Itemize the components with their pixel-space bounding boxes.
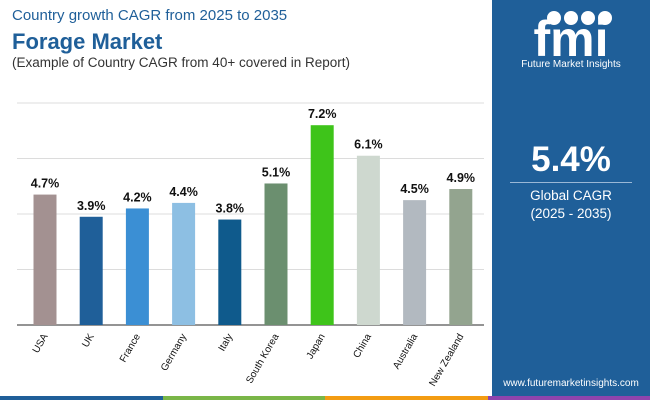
x-tick-label: New Zealand — [427, 332, 466, 389]
bar-value-label: 4.7% — [31, 177, 60, 191]
x-tick-label: UK — [80, 332, 97, 350]
x-tick-label: Australia — [391, 332, 420, 372]
chart-bars — [33, 125, 473, 325]
bar-value-label: 4.5% — [400, 182, 429, 196]
global-cagr-period: (2025 - 2035) — [530, 206, 612, 221]
bar-value-label: 4.2% — [123, 190, 152, 204]
header-note: (Example of Country CAGR from 40+ covere… — [12, 55, 351, 70]
x-tick-label: China — [351, 332, 374, 361]
bar-china — [356, 155, 380, 325]
bar-japan — [310, 125, 334, 325]
logo-dot-icon — [547, 11, 561, 25]
footer-strip-segment — [162, 396, 325, 400]
bar-new-zealand — [449, 189, 473, 325]
logo-dot-icon — [581, 11, 595, 25]
bar-chart: 4.7% 3.9% 4.2% 4.4% 3.8% 5.1% 7.2% 6.1% 4.5% 4.9%… — [17, 102, 484, 389]
global-cagr-label: Global CAGR — [530, 188, 612, 203]
x-tick-label: Japan — [305, 332, 328, 361]
bar-value-label: 4.9% — [447, 171, 476, 185]
chart-title: Forage Market — [12, 29, 163, 54]
chart-x-tick-labels: USA UK France Germany Italy South Korea Japan C… — [31, 332, 467, 389]
x-tick-label: South Korea — [244, 332, 282, 386]
bar-italy — [218, 219, 242, 325]
footer-strip-segment — [487, 396, 650, 400]
side-panel: fmi Future Market Insights 5.4% Global C… — [492, 0, 650, 400]
footer-color-strip — [0, 396, 650, 400]
logo-dot-icon — [564, 11, 578, 25]
bar-south-korea — [264, 183, 288, 325]
bar-value-label: 4.4% — [169, 185, 198, 199]
x-tick-label: USA — [31, 332, 51, 356]
x-tick-label: France — [118, 332, 143, 365]
x-tick-label: Italy — [217, 332, 236, 353]
bar-value-label: 3.8% — [216, 202, 245, 216]
bar-value-label: 3.9% — [77, 199, 106, 213]
bar-usa — [33, 194, 57, 325]
x-tick-label: Germany — [159, 332, 189, 373]
footer-strip-segment — [325, 396, 488, 400]
global-cagr-value: 5.4% — [531, 140, 611, 179]
footer-strip-segment — [0, 396, 163, 400]
bar-value-label: 5.1% — [262, 165, 291, 179]
fmi-logo: fmi — [534, 11, 612, 67]
website-link[interactable]: www.futuremarketinsights.com — [503, 378, 639, 389]
bar-france — [125, 208, 149, 325]
logo-dot-icon — [598, 11, 612, 25]
bar-australia — [403, 200, 427, 325]
header-subtitle: Country growth CAGR from 2025 to 2035 — [12, 7, 288, 24]
chart-value-labels: 4.7% 3.9% 4.2% 4.4% 3.8% 5.1% 7.2% 6.1% 4.5% 4.9% — [31, 107, 475, 215]
panel-divider — [510, 182, 632, 183]
bar-value-label: 6.1% — [354, 138, 383, 152]
bar-value-label: 7.2% — [308, 107, 337, 121]
bar-uk — [79, 216, 103, 325]
bar-germany — [172, 202, 196, 325]
logo-caption: Future Market Insights — [521, 59, 621, 70]
